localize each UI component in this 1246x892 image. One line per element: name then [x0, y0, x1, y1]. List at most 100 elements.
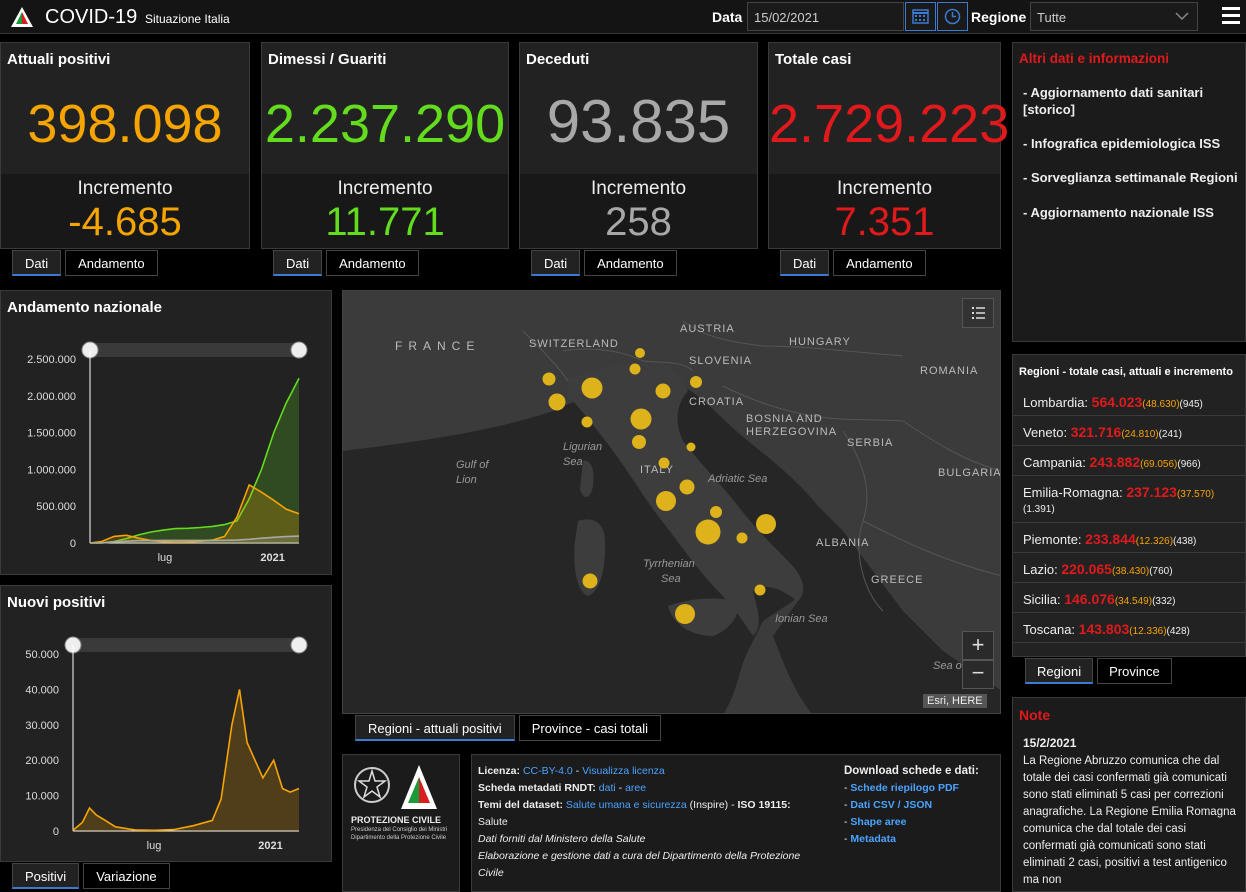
map-country-label: FRANCE	[395, 339, 481, 353]
region-row[interactable]: Campania: 243.882(69.056)(966)	[1013, 446, 1245, 476]
range-slider-track[interactable]	[73, 638, 299, 652]
download-link[interactable]: Shape aree	[850, 816, 907, 828]
tab-andamento[interactable]: Andamento	[65, 250, 158, 276]
zoom-out-button[interactable]: −	[962, 660, 994, 689]
map-case-marker[interactable]	[675, 604, 695, 624]
map-case-marker[interactable]	[632, 435, 646, 449]
download-link[interactable]: Metadata	[850, 833, 896, 845]
logo-text-1: PROTEZIONE CIVILE	[351, 815, 442, 825]
map-sea-label: Lion	[456, 474, 477, 486]
tab-positivi[interactable]: Positivi	[12, 863, 80, 889]
region-name: Toscana:	[1023, 622, 1076, 637]
region-name: Lazio:	[1023, 562, 1058, 577]
region-increment: (760)	[1149, 566, 1173, 577]
range-slider-handle-right[interactable]	[290, 341, 308, 359]
region-current: (12.326)	[1135, 536, 1174, 547]
tab-andamento[interactable]: Andamento	[326, 250, 419, 276]
map-country-label: AUSTRIA	[680, 323, 735, 335]
range-slider-handle-right[interactable]	[290, 636, 308, 654]
map-case-marker[interactable]	[656, 491, 676, 511]
map-case-marker[interactable]	[756, 514, 776, 534]
licenza-value-link[interactable]: CC-BY-4.0	[522, 765, 573, 777]
map-legend-button[interactable]	[962, 298, 994, 328]
temi-link[interactable]: Salute umana e sicurezza	[565, 799, 687, 811]
tab-dati[interactable]: Dati	[12, 250, 62, 276]
region-row[interactable]: Veneto: 321.716(24.810)(241)	[1013, 416, 1245, 446]
map-case-marker[interactable]	[542, 372, 556, 386]
card-title: Totale casi	[775, 51, 852, 68]
download-link[interactable]: Dati CSV / JSON	[850, 799, 933, 811]
map-case-marker[interactable]	[695, 519, 721, 545]
info-link-storico[interactable]: - Aggiornamento dati sanitari [storico]	[1023, 85, 1204, 117]
map-sea-label: Ionian Sea	[775, 613, 828, 625]
region-total: 233.844	[1085, 531, 1136, 547]
region-row[interactable]: Lazio: 220.065(38.430)(760)	[1013, 553, 1245, 583]
series-line[interactable]	[89, 377, 300, 544]
region-row[interactable]: Lombardia: 564.023(48.630)(945)	[1013, 386, 1245, 416]
card-tabs: Dati Andamento	[273, 250, 419, 276]
tab-andamento[interactable]: Andamento	[833, 250, 926, 276]
region-name: Campania:	[1023, 455, 1086, 470]
map-case-marker[interactable]	[710, 506, 722, 518]
map-case-marker[interactable]	[581, 416, 593, 428]
region-increment: (1.391)	[1023, 504, 1055, 515]
region-select[interactable]: Tutte	[1030, 2, 1198, 31]
andamento-chart[interactable]: 2.500.000 2.000.000 1.500.000 1.000.000 500.…	[1, 331, 331, 574]
tab-province[interactable]: Province	[1097, 658, 1172, 684]
tab-andamento[interactable]: Andamento	[584, 250, 677, 276]
tab-dati[interactable]: Dati	[531, 250, 581, 276]
regions-tabs: Regioni Province	[1025, 658, 1172, 684]
info-link-infografica[interactable]: - Infografica epidemiologica ISS	[1023, 136, 1221, 151]
map-case-marker[interactable]	[690, 376, 702, 388]
download-link[interactable]: Schede riepilogo PDF	[850, 782, 959, 794]
tab-dati[interactable]: Dati	[273, 250, 323, 276]
tab-variazione[interactable]: Variazione	[83, 863, 170, 889]
tab-province-casi[interactable]: Province - casi totali	[518, 715, 662, 741]
region-total: 143.803	[1078, 621, 1130, 637]
tab-regioni[interactable]: Regioni	[1025, 658, 1094, 684]
map-case-marker[interactable]	[736, 532, 748, 544]
nuovi-positivi-chart[interactable]: 50.000 40.000 30.000 20.000 10.000 0 lug 2021	[1, 626, 331, 861]
hamburger-menu-icon[interactable]	[1222, 7, 1240, 24]
scheda-aree-link[interactable]: aree	[625, 782, 647, 794]
region-row[interactable]: Piemonte: 233.844(12.326)(438)	[1013, 523, 1245, 553]
calendar-button[interactable]	[905, 2, 936, 31]
map-country-label: CROATIA	[689, 396, 745, 408]
map-case-marker[interactable]	[630, 408, 652, 430]
stat-card: Dimessi / Guariti 2.237.290 Incremento 1…	[261, 42, 509, 249]
y-tick-label: 50.000	[25, 649, 59, 661]
map-case-marker[interactable]	[548, 393, 566, 411]
tab-dati[interactable]: Dati	[780, 250, 830, 276]
range-slider-track[interactable]	[90, 343, 299, 357]
info-link-iss[interactable]: - Aggiornamento nazionale ISS	[1023, 205, 1214, 220]
info-link-sorveglianza[interactable]: - Sorveglianza settimanale Regioni	[1023, 170, 1238, 185]
logo-panel: PROTEZIONE CIVILE Presidenza del Consigl…	[342, 754, 460, 892]
region-row[interactable]: Sicilia: 146.076(34.549)(332)	[1013, 583, 1245, 613]
map-case-marker[interactable]	[629, 363, 641, 375]
map-case-marker[interactable]	[655, 383, 671, 399]
time-button[interactable]	[937, 2, 968, 31]
card-title: Dimessi / Guariti	[268, 51, 387, 68]
app-subtitle: Situazione Italia	[145, 12, 230, 26]
region-row[interactable]: Toscana: 143.803(12.336)(428)	[1013, 613, 1245, 643]
map-case-marker[interactable]	[635, 348, 645, 358]
map-case-marker[interactable]	[679, 479, 695, 495]
series-line[interactable]	[89, 483, 300, 544]
region-row[interactable]: Emilia-Romagna: 237.123(37.570) (1.391)	[1013, 476, 1245, 523]
series-line[interactable]	[89, 535, 300, 544]
series-line[interactable]	[72, 689, 300, 832]
visualizza-licenza-link[interactable]: Visualizza licenza	[582, 765, 665, 777]
scheda-dati-link[interactable]: dati	[598, 782, 616, 794]
card-lower	[262, 174, 508, 248]
map-case-marker[interactable]	[754, 584, 766, 596]
date-input[interactable]: 15/02/2021	[747, 2, 904, 31]
map-case-marker[interactable]	[658, 457, 670, 469]
zoom-in-button[interactable]: +	[962, 631, 994, 660]
map-case-marker[interactable]	[582, 573, 598, 589]
map-case-marker[interactable]	[686, 442, 696, 452]
region-name: Veneto:	[1023, 425, 1068, 440]
map-view[interactable]: FRANCE SWITZERLAND AUSTRIA SLOVENIA HUNGARY R…	[342, 290, 1001, 714]
map-case-marker[interactable]	[581, 377, 603, 399]
tab-regioni-attuali[interactable]: Regioni - attuali positivi	[355, 715, 515, 741]
download-item: - Dati CSV / JSON	[844, 799, 933, 811]
